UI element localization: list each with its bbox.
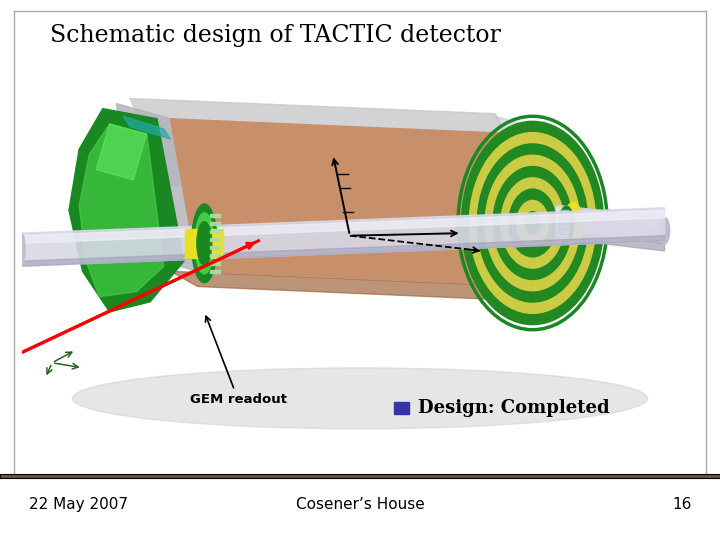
Bar [559,225,568,228]
Polygon shape [69,109,184,312]
Ellipse shape [197,222,212,265]
Ellipse shape [564,202,582,246]
Bar [559,230,568,233]
Ellipse shape [195,213,214,274]
Bar [559,235,568,238]
Ellipse shape [477,144,588,302]
Polygon shape [171,271,549,302]
Ellipse shape [509,189,557,257]
Text: 22 May 2007: 22 May 2007 [29,497,128,512]
Ellipse shape [18,233,25,266]
Ellipse shape [73,368,648,429]
Text: Schematic design of TACTIC detector: Schematic design of TACTIC detector [50,24,501,48]
Text: Design: Completed: Design: Completed [418,399,609,417]
Ellipse shape [462,122,603,325]
Polygon shape [557,208,665,228]
Bar [210,222,220,225]
Ellipse shape [559,206,574,242]
Text: Cosener’s House: Cosener’s House [296,497,424,512]
Bar [210,230,220,233]
Ellipse shape [517,200,549,246]
Ellipse shape [192,204,217,283]
Bar [210,270,220,273]
Polygon shape [117,104,197,271]
Polygon shape [22,210,665,244]
Text: GEM readout: GEM readout [189,316,287,406]
Bar [185,229,223,258]
Ellipse shape [501,178,564,268]
Polygon shape [22,235,665,266]
Polygon shape [96,124,147,180]
Bar [210,246,220,249]
Ellipse shape [660,218,670,244]
Polygon shape [557,205,665,244]
Bar [559,215,568,218]
Bar [559,220,568,223]
Ellipse shape [469,133,595,313]
Polygon shape [79,124,163,296]
Bar [210,214,220,218]
Polygon shape [557,231,665,251]
Polygon shape [22,208,665,266]
Ellipse shape [525,212,541,234]
Polygon shape [171,119,549,287]
Ellipse shape [485,155,580,291]
Polygon shape [495,116,570,215]
Text: 16: 16 [672,497,691,512]
Ellipse shape [493,166,572,280]
Bar [210,254,220,258]
Polygon shape [130,98,536,200]
Bar [210,238,220,241]
Bar [394,402,409,414]
Polygon shape [171,119,549,210]
Bar [559,210,568,213]
Polygon shape [123,116,171,139]
Bar [210,262,220,265]
